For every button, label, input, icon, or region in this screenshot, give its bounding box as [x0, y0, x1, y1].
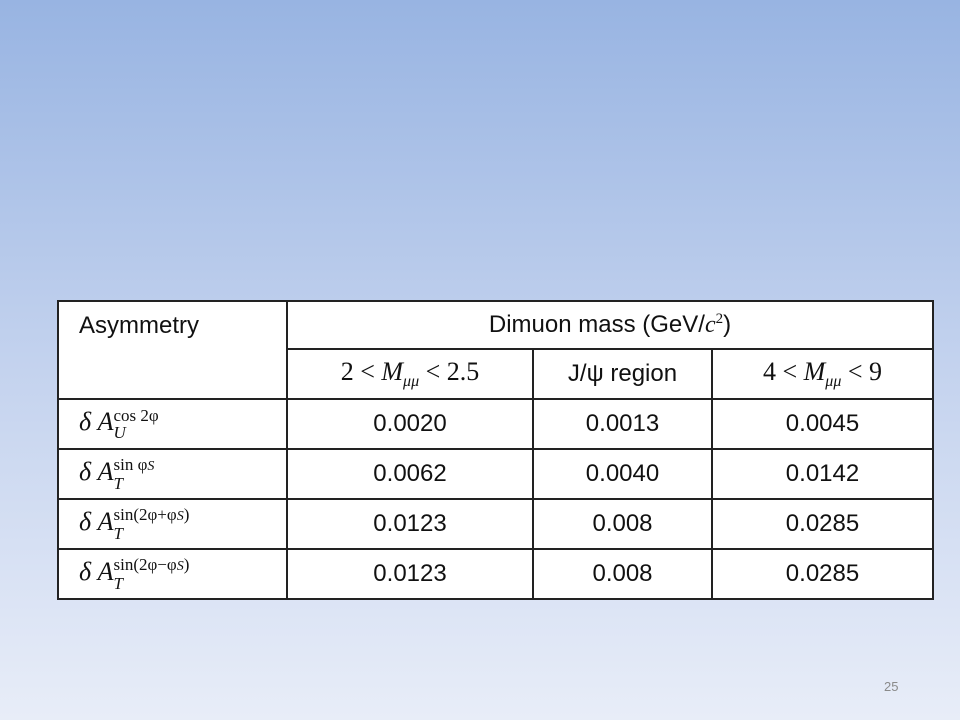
data-table: Asymmetry Dimuon mass (GeV/c2) 2 < Mμμ <… — [57, 300, 934, 600]
cell-value: 0.0142 — [785, 460, 860, 487]
header-text: Asymmetry — [79, 312, 199, 339]
math-text: 4 < — [762, 356, 804, 386]
superscript-text: ) — [183, 555, 190, 574]
header-cell: Dimuon mass (GeV/c2) — [286, 300, 934, 350]
math-delta: δ — [79, 456, 92, 486]
superscript-text: cos 2φ — [113, 406, 159, 426]
superscript-text: sin φ — [113, 455, 148, 474]
cell-value: 0.0013 — [585, 410, 660, 437]
math-var: M — [381, 356, 404, 386]
cell-value: 0.008 — [592, 510, 653, 537]
cell-value: 0.0040 — [585, 460, 660, 487]
math-delta: δ — [79, 406, 92, 436]
script-stack: sin(2φ+φS) T — [113, 506, 189, 542]
value-cell: 0.0123 — [286, 548, 534, 600]
header-cell: 2 < Mμμ < 2.5 — [286, 348, 534, 400]
cell-value: 0.0123 — [373, 560, 447, 587]
cell-value: 0.0045 — [785, 410, 860, 437]
value-cell: 0.0062 — [286, 448, 534, 500]
superscript: sin φS — [113, 456, 154, 475]
superscript: sin(2φ+φS) — [113, 506, 189, 525]
value-cell: 0.0285 — [711, 498, 934, 550]
subscript: T — [113, 574, 123, 593]
exponent: 2 — [715, 311, 724, 327]
subscript: U — [113, 423, 126, 443]
script-stack: sin φS T — [113, 456, 154, 492]
math-text: < 2.5 — [419, 356, 480, 386]
math-var: M — [803, 356, 826, 386]
value-cell: 0.0123 — [286, 498, 534, 550]
header-cell: Asymmetry — [57, 300, 288, 400]
subscript: μμ — [825, 373, 842, 391]
header-text: ) — [723, 311, 732, 338]
cell-value: 0.0285 — [785, 560, 860, 587]
superscript: sin(2φ−φS) — [113, 556, 189, 575]
script-stack: cos 2φ U — [113, 407, 158, 441]
superscript-sub: S — [176, 509, 184, 524]
math-text: < 9 — [841, 356, 883, 386]
math-delta: δ — [79, 556, 92, 586]
cell-value: 0.0062 — [373, 460, 447, 487]
superscript-text: sin(2φ+φ — [113, 505, 177, 524]
value-cell: 0.008 — [532, 548, 713, 600]
value-cell: 0.008 — [532, 498, 713, 550]
value-cell: 0.0285 — [711, 548, 934, 600]
header-cell: 4 < Mμμ < 9 — [711, 348, 934, 400]
math-var: A — [97, 556, 114, 586]
superscript-sub: S — [147, 459, 155, 474]
superscript-sub: S — [176, 559, 184, 574]
value-cell: 0.0020 — [286, 398, 534, 450]
math-var: A — [97, 406, 114, 436]
math-delta: δ — [79, 506, 92, 536]
page-number: 25 — [884, 679, 899, 694]
math-var: A — [97, 456, 114, 486]
value-cell: 0.0013 — [532, 398, 713, 450]
header-text: Dimuon mass (GeV/ — [488, 311, 705, 338]
cell-value: 0.008 — [592, 560, 653, 587]
math-var: c — [704, 312, 716, 338]
math-var: A — [97, 506, 114, 536]
superscript: cos 2φ — [113, 407, 158, 424]
math-text: 2 < — [340, 356, 382, 386]
subscript: μμ — [403, 373, 420, 391]
header-text: J/ψ region — [567, 360, 678, 387]
subscript: T — [113, 524, 123, 543]
header-cell: J/ψ region — [532, 348, 713, 400]
script-stack: sin(2φ−φS) T — [113, 556, 189, 592]
cell-value: 0.0285 — [785, 510, 860, 537]
value-cell: 0.0040 — [532, 448, 713, 500]
cell-value: 0.0123 — [373, 510, 447, 537]
superscript-text: sin(2φ−φ — [113, 555, 177, 574]
subscript: T — [113, 474, 123, 493]
superscript-text: ) — [183, 505, 190, 524]
value-cell: 0.0045 — [711, 398, 934, 450]
cell-value: 0.0020 — [373, 410, 447, 437]
value-cell: 0.0142 — [711, 448, 934, 500]
